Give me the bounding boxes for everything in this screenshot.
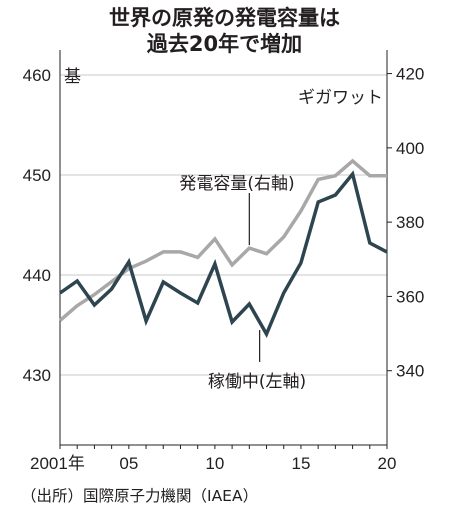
series-lines [58, 158, 388, 338]
series-line-operating-units [58, 170, 388, 338]
x-tick-label-2020: 20 [378, 454, 397, 473]
left-axis-unit-label: 基 [64, 67, 81, 87]
left-tick-label-430: 430 [23, 366, 51, 385]
capacity-series-label: 発電容量(右軸) [179, 174, 294, 194]
x-tick-label-2015: 15 [291, 454, 310, 473]
right-tick-label-380: 380 [396, 213, 424, 232]
right-tick-label-400: 400 [396, 139, 424, 158]
source-note: （出所）国際原子力機関（IAEA） [21, 487, 259, 505]
gridlines [60, 74, 387, 376]
labels: 430 440 450 460 340 360 380 400 420 2001年 05 10 15 20… [23, 65, 425, 473]
x-tick-label-2001: 2001年 [30, 454, 85, 473]
left-tick-label-440: 440 [23, 266, 51, 285]
chart-title-line-2: 過去20年で増加 [146, 32, 303, 56]
chart-title: 世界の原発の発電容量は 過去20年で増加 [0, 5, 449, 57]
right-tick-label-340: 340 [396, 362, 424, 381]
series-line-capacity [58, 158, 387, 322]
left-tick-label-450: 450 [23, 166, 51, 185]
right-tick-label-360: 360 [396, 287, 424, 306]
right-axis-unit-label: ギガワット [298, 88, 383, 108]
x-tick-label-2010: 10 [205, 454, 224, 473]
x-tick-label-2005: 05 [119, 454, 138, 473]
chart-title-line-1: 世界の原発の発電容量は [109, 6, 340, 30]
axes [59, 50, 392, 449]
right-tick-label-420: 420 [396, 65, 424, 84]
left-tick-label-460: 460 [23, 66, 51, 85]
operating-series-label: 稼働中(左軸) [208, 372, 306, 392]
